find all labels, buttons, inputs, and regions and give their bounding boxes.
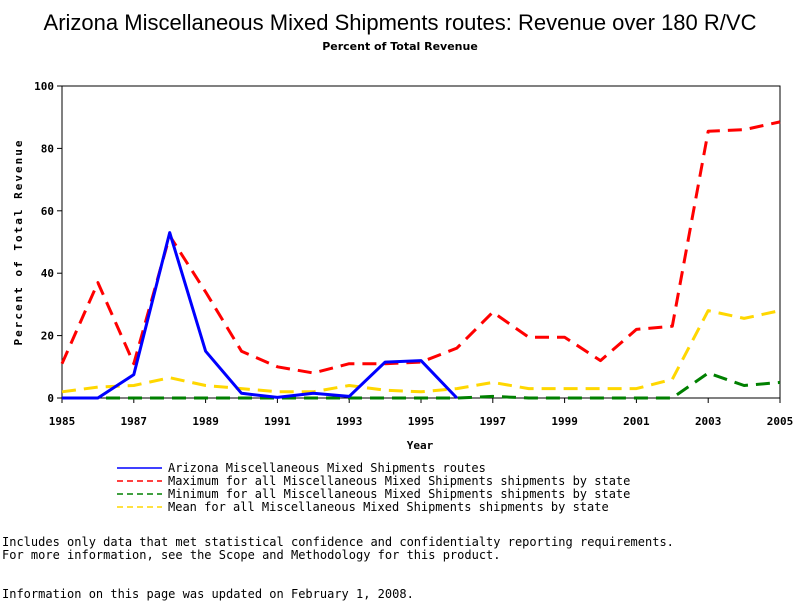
legend: Arizona Miscellaneous Mixed Shipments ro… bbox=[117, 461, 630, 514]
footnote-confidence: Includes only data that met statistical … bbox=[2, 535, 674, 549]
series-line-0 bbox=[62, 231, 458, 400]
series-lines bbox=[60, 120, 781, 400]
plot-area-frame bbox=[61, 85, 781, 399]
x-tick-label: 1999 bbox=[551, 415, 578, 428]
legend-label-1: Maximum for all Miscellaneous Mixed Ship… bbox=[168, 474, 630, 488]
y-tick-label: 0 bbox=[47, 392, 54, 405]
y-tick-label: 80 bbox=[41, 142, 54, 155]
y-tick-label: 20 bbox=[41, 330, 54, 343]
x-axis-ticks: 1985 1987 1989 1991 1993 1995 1997 1999 2001 2003… bbox=[49, 398, 794, 428]
x-tick-label: 2001 bbox=[623, 415, 650, 428]
x-tick-label: 1987 bbox=[121, 415, 148, 428]
series-line-3 bbox=[61, 309, 781, 394]
legend-label-0: Arizona Miscellaneous Mixed Shipments ro… bbox=[168, 461, 486, 475]
x-tick-label: 2005 bbox=[767, 415, 794, 428]
y-tick-label: 40 bbox=[41, 267, 54, 280]
y-axis-ticks: 0 20 40 60 80 100 bbox=[34, 80, 62, 405]
y-tick-label: 60 bbox=[41, 205, 54, 218]
x-tick-label: 1985 bbox=[49, 415, 76, 428]
y-axis-label: Percent of Total Revenue bbox=[12, 139, 25, 346]
footnote-methodology: For more information, see the Scope and … bbox=[2, 548, 501, 562]
footnote-updated: Information on this page was updated on … bbox=[2, 587, 414, 601]
x-tick-label: 2003 bbox=[695, 415, 722, 428]
x-tick-label: 1991 bbox=[264, 415, 291, 428]
x-tick-label: 1989 bbox=[192, 415, 219, 428]
y-tick-label: 100 bbox=[34, 80, 54, 93]
series-line-1 bbox=[60, 120, 781, 375]
x-tick-label: 1993 bbox=[336, 415, 363, 428]
series-line-2 bbox=[62, 371, 781, 400]
legend-label-2: Minimum for all Miscellaneous Mixed Ship… bbox=[168, 487, 630, 501]
x-axis-label: Year bbox=[407, 439, 434, 452]
chart-subtitle: Percent of Total Revenue bbox=[322, 40, 478, 53]
x-tick-label: 1997 bbox=[480, 415, 507, 428]
x-tick-label: 1995 bbox=[408, 415, 435, 428]
legend-label-3: Mean for all Miscellaneous Mixed Shipmen… bbox=[168, 500, 609, 514]
chart-title: Arizona Miscellaneous Mixed Shipments ro… bbox=[44, 10, 757, 35]
